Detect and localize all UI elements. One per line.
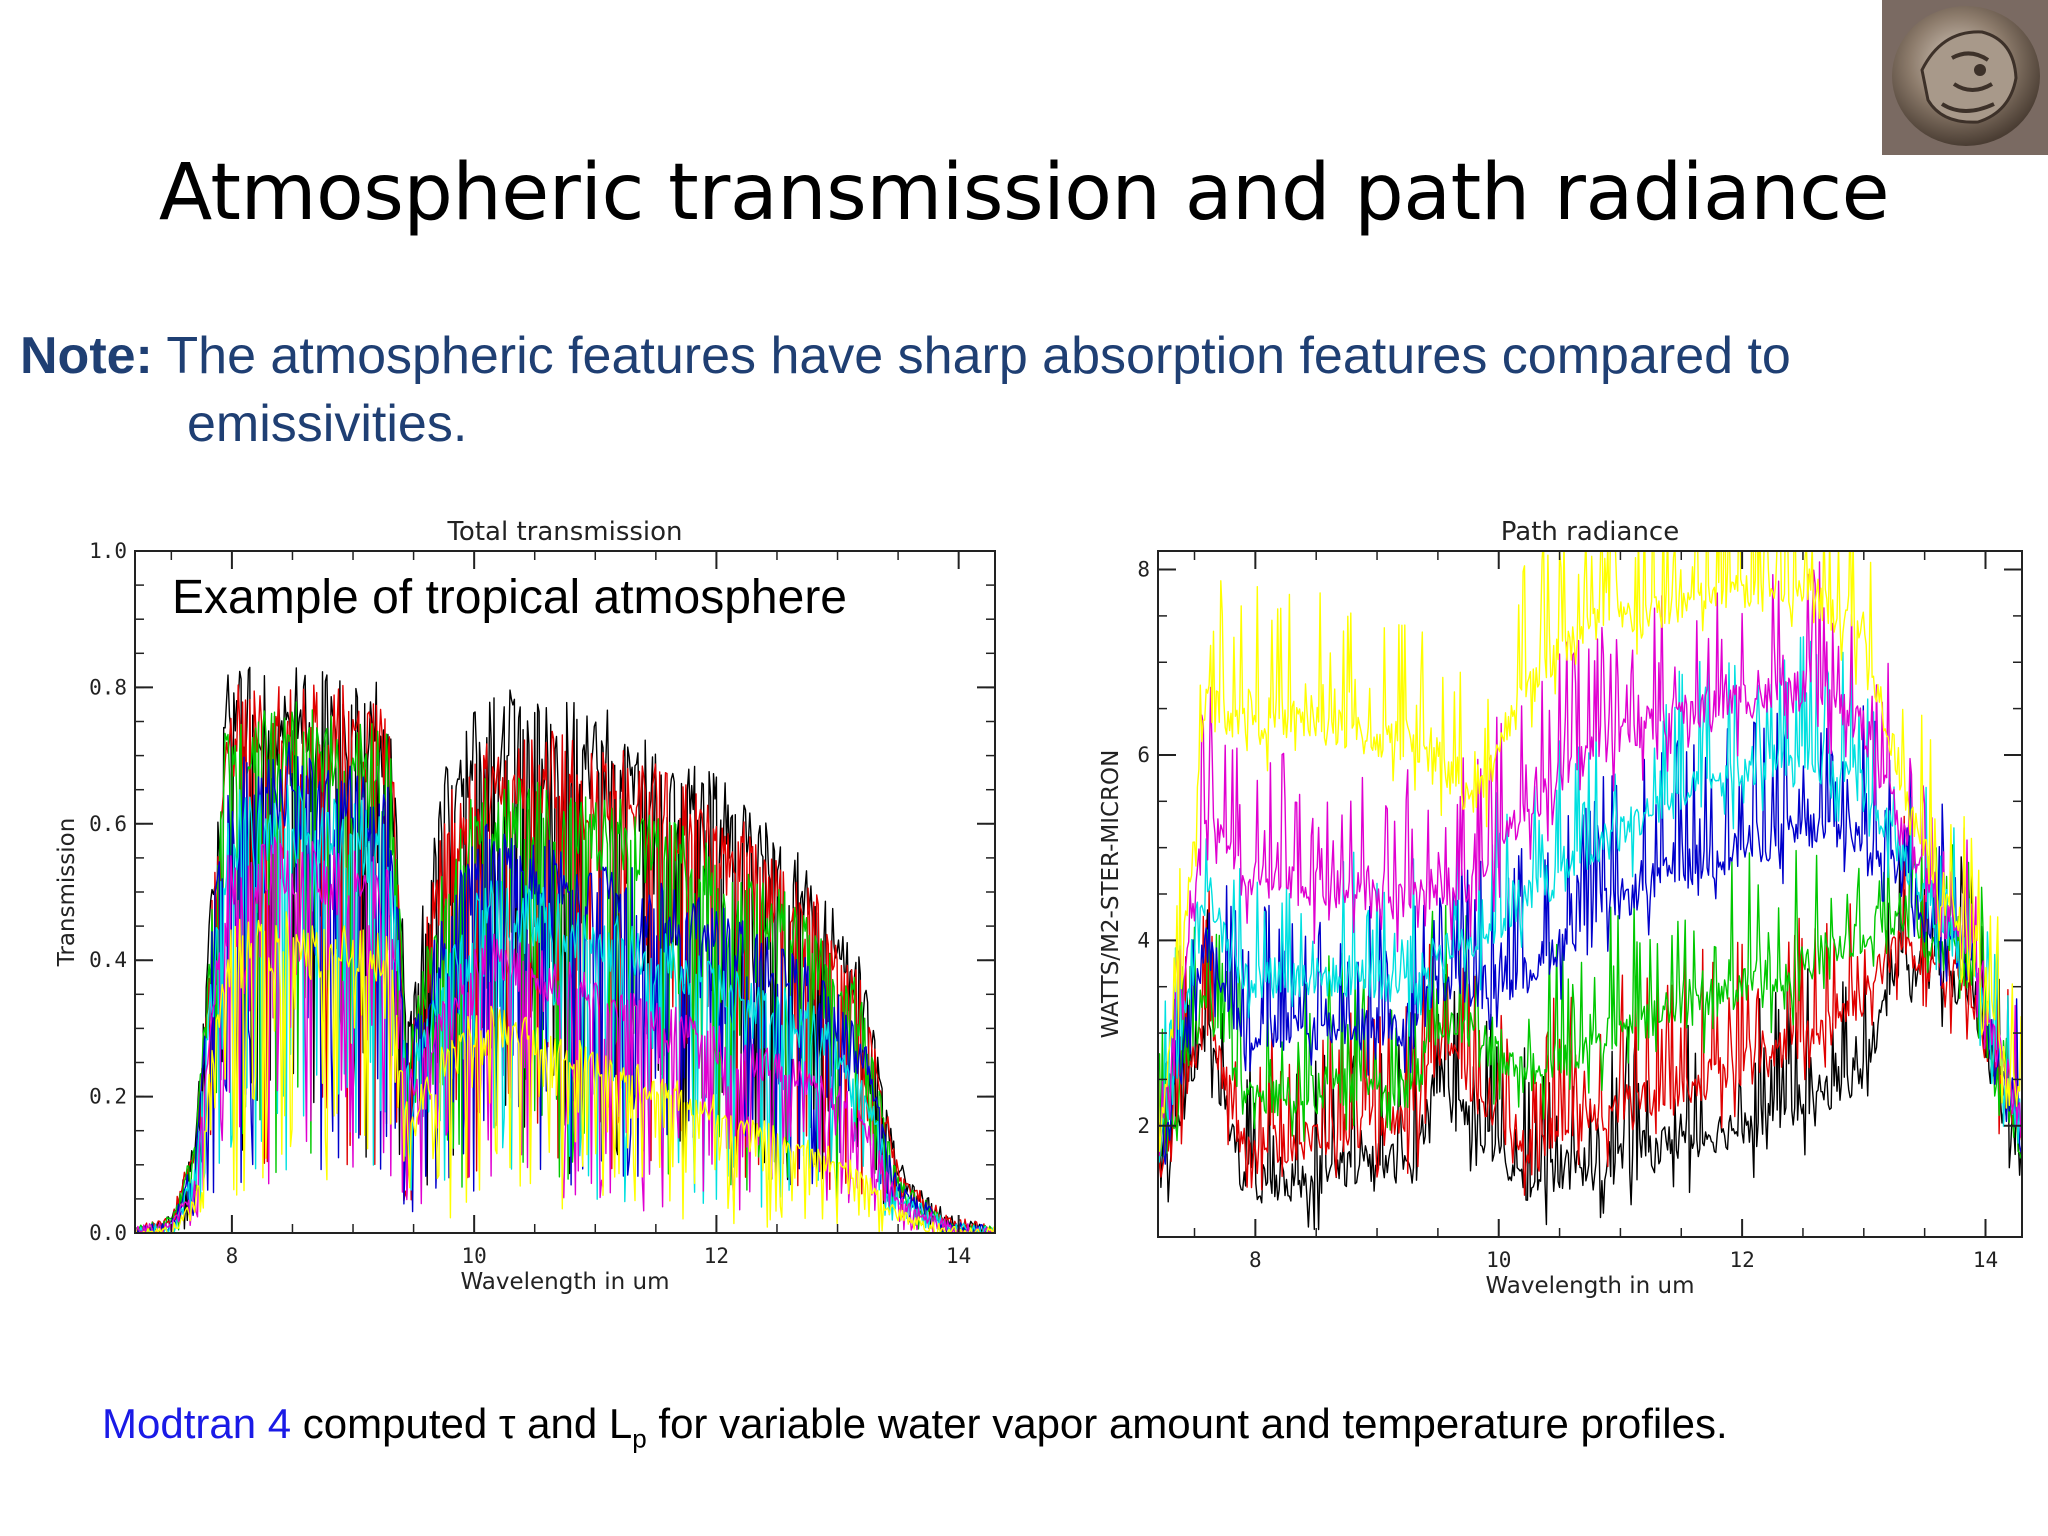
y-tick-label: 1.0	[89, 539, 127, 563]
series-line	[135, 836, 995, 1233]
series-line	[1158, 820, 2022, 1159]
x-tick-label: 12	[704, 1244, 729, 1268]
x-tick-label: 8	[1249, 1248, 1262, 1272]
x-tick-label: 8	[226, 1244, 239, 1268]
y-tick-label: 0.8	[89, 675, 127, 699]
slide-title: Atmospheric transmission and path radian…	[158, 148, 1890, 238]
caption-text-b: for variable water vapor amount and temp…	[646, 1400, 1728, 1447]
y-tick-label: 6	[1137, 743, 1150, 767]
note-line-2: emissivities.	[187, 395, 468, 453]
y-tick-label: 0.0	[89, 1221, 127, 1245]
series-line	[1158, 815, 2022, 1196]
series-line	[135, 784, 995, 1233]
series-line	[1158, 551, 2022, 1152]
y-axis-label: Transmission	[54, 818, 80, 968]
y-tick-label: 2	[1137, 1114, 1150, 1138]
y-tick-label: 0.6	[89, 812, 127, 836]
ancient-coin-image	[1882, 0, 2048, 155]
x-tick-label: 12	[1729, 1248, 1754, 1272]
series-group	[135, 666, 995, 1233]
x-tick-label: 14	[946, 1244, 971, 1268]
x-axis-label: Wavelength in um	[460, 1269, 669, 1295]
y-tick-label: 0.4	[89, 948, 127, 972]
path-radiance-plot: 8 10 12 14 2 4 6 8 Path radiance Wavelength in um…	[1098, 517, 2023, 1299]
caption: Modtran 4 computed τ and Lp for variable…	[102, 1400, 1728, 1454]
chart-title: Total transmission	[446, 517, 682, 547]
modtran-link[interactable]: Modtran 4	[102, 1400, 292, 1447]
x-tick-label: 10	[1486, 1248, 1511, 1272]
x-axis-label: Wavelength in um	[1485, 1273, 1694, 1299]
y-tick-label: 8	[1137, 558, 1150, 582]
note-text: Note: The atmospheric features have shar…	[20, 322, 2020, 458]
x-tick-label: 10	[462, 1244, 487, 1268]
caption-text-a: computed τ and L	[291, 1400, 633, 1447]
note-label: Note:	[20, 327, 153, 385]
series-line	[135, 741, 994, 1233]
series-group	[1158, 551, 2022, 1231]
chart-annotation: Example of tropical atmosphere	[172, 571, 847, 624]
x-tick-label: 14	[1973, 1248, 1998, 1272]
series-line	[1158, 636, 2022, 1165]
caption-subscript: p	[632, 1423, 647, 1454]
chart-title: Path radiance	[1501, 517, 1679, 547]
series-line	[1158, 851, 2022, 1231]
series-line	[135, 701, 994, 1233]
y-tick-label: 4	[1137, 928, 1150, 952]
series-line	[1158, 561, 2022, 1156]
y-axis-label: WATTS/M2-STER-MICRON	[1098, 750, 1124, 1039]
note-line-1: The atmospheric features have sharp abso…	[152, 327, 1791, 385]
series-line	[135, 666, 994, 1233]
transmission-plot: 8 10 12 14 0.0 0.2 0.4 0.6 0.8 1.0 Total transmiss…	[54, 517, 996, 1295]
y-tick-label: 0.2	[89, 1085, 127, 1109]
series-line	[135, 911, 995, 1233]
